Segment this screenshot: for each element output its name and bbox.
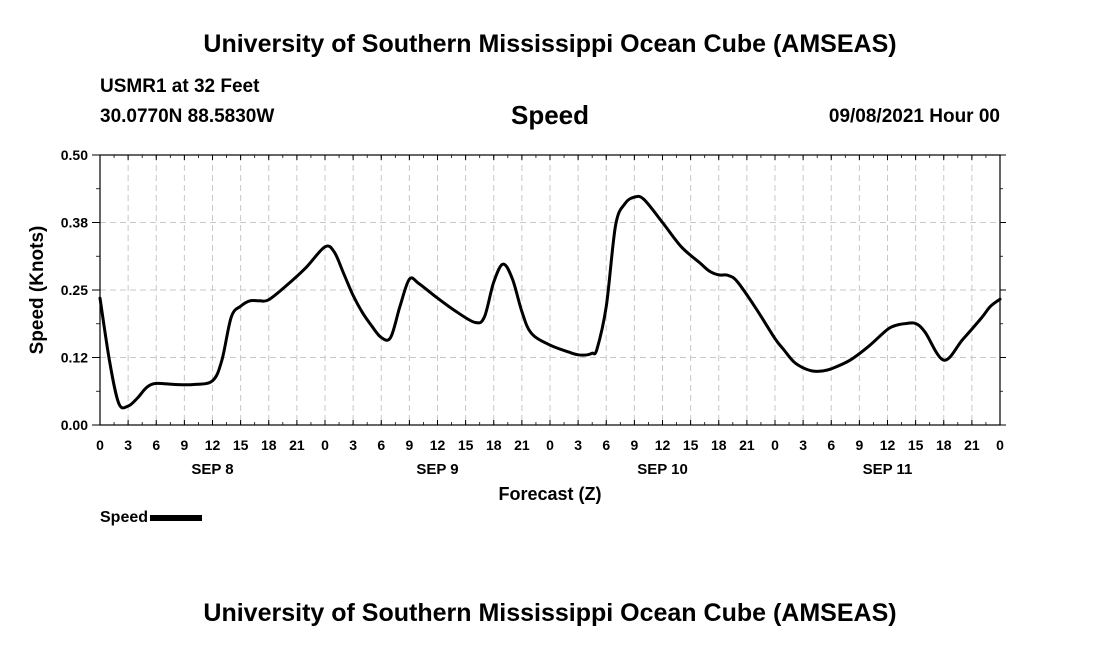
station-label: USMR1 at 32 Feet xyxy=(100,76,260,97)
x-tick-label: 6 xyxy=(377,437,385,453)
y-tick-label: 0.25 xyxy=(61,282,88,298)
x-tick-label: 3 xyxy=(349,437,357,453)
x-tick-label: 0 xyxy=(96,437,104,453)
x-tick-label: 6 xyxy=(827,437,835,453)
parameter-title: Speed xyxy=(510,100,590,130)
day-label: SEP 10 xyxy=(637,461,688,478)
x-tick-label: 18 xyxy=(486,437,502,453)
day-label: SEP 8 xyxy=(191,461,233,478)
axis-labels: 0 3 6 9 12 15 18 21 0 3 6 9 12 15 18 21 0 3 6 9 12 15 18 21 0 3 6 9… xyxy=(61,147,1004,478)
y-tick-label: 0.50 xyxy=(61,147,88,163)
station-coordinates: 30.0770N 88.5830W xyxy=(100,106,275,127)
x-tick-label: 9 xyxy=(405,437,413,453)
x-tick-label: 21 xyxy=(514,437,530,453)
x-tick-label: 0 xyxy=(546,437,554,453)
forecast-datetime: 09/08/2021 Hour 00 xyxy=(828,106,1000,127)
y-axis-label: Speed (Knots) xyxy=(27,226,48,355)
x-tick-label: 12 xyxy=(655,437,671,453)
footer-title: University of Southern Mississippi Ocean… xyxy=(203,599,897,627)
chart-title: University of Southern Mississippi Ocean… xyxy=(203,30,897,58)
x-tick-label: 18 xyxy=(261,437,277,453)
legend: Speed xyxy=(100,509,203,527)
series-line-speed xyxy=(98,194,1002,410)
x-tick-label: 12 xyxy=(205,437,221,453)
x-tick-label: 12 xyxy=(880,437,896,453)
day-label: SEP 9 xyxy=(416,461,458,478)
x-tick-label: 6 xyxy=(602,437,610,453)
x-axis-label: Forecast (Z) xyxy=(498,484,601,504)
grid-lines xyxy=(100,155,1000,425)
x-tick-label: 21 xyxy=(964,437,980,453)
day-label: SEP 11 xyxy=(863,461,913,478)
y-tick-label: 0.38 xyxy=(61,215,88,231)
legend-label: Speed xyxy=(100,509,149,526)
x-tick-label: 9 xyxy=(630,437,638,453)
x-tick-label: 3 xyxy=(574,437,582,453)
x-tick-label: 18 xyxy=(936,437,952,453)
x-tick-label: 0 xyxy=(771,437,779,453)
x-tick-label: 18 xyxy=(711,437,727,453)
x-tick-label: 9 xyxy=(180,437,188,453)
x-tick-label: 21 xyxy=(289,437,305,453)
x-tick-label: 9 xyxy=(855,437,863,453)
series-layer xyxy=(98,194,1002,410)
x-tick-label: 12 xyxy=(430,437,446,453)
legend-line-swatch xyxy=(150,515,203,521)
x-tick-label: 15 xyxy=(458,437,474,453)
x-tick-label: 21 xyxy=(739,437,755,453)
x-tick-label: 15 xyxy=(908,437,924,453)
x-tick-label: 3 xyxy=(124,437,132,453)
x-tick-label: 0 xyxy=(321,437,329,453)
y-tick-label: 0.00 xyxy=(61,417,88,433)
x-tick-label: 6 xyxy=(152,437,160,453)
axis-ticks xyxy=(92,154,1006,426)
y-tick-label: 0.12 xyxy=(61,350,88,366)
x-tick-label: 15 xyxy=(233,437,249,453)
x-tick-label: 0 xyxy=(996,437,1004,453)
x-tick-label: 15 xyxy=(683,437,699,453)
x-tick-label: 3 xyxy=(799,437,807,453)
